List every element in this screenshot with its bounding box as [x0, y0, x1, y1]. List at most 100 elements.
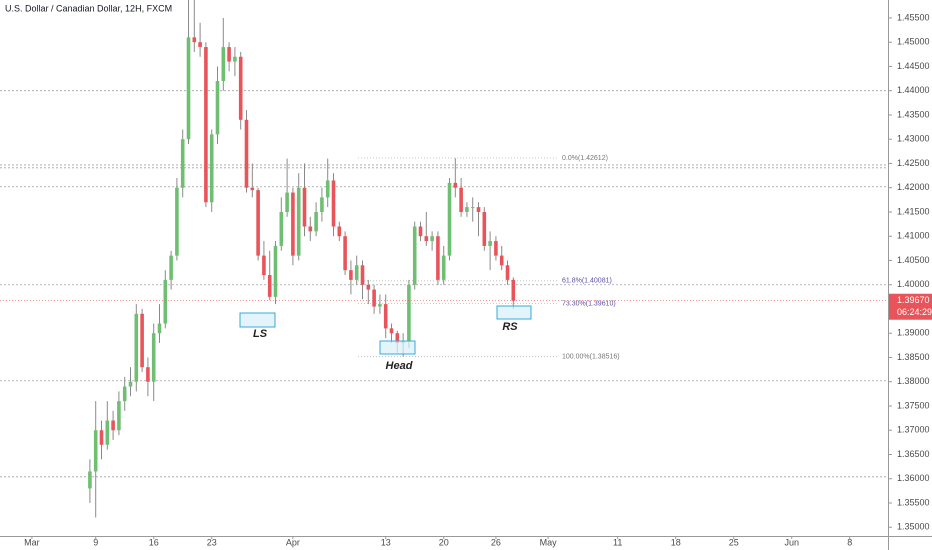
- candle-body: [128, 381, 133, 387]
- candle-body: [105, 420, 110, 445]
- candle-body: [279, 211, 284, 246]
- candle-body: [459, 187, 463, 212]
- candle-body: [407, 284, 411, 341]
- y-tick-label: 1.44500: [897, 61, 930, 71]
- candle-body: [151, 333, 156, 382]
- candle-body: [488, 241, 492, 246]
- candle-body: [215, 81, 220, 135]
- y-tick-label: 1.44000: [897, 85, 930, 95]
- candle-body: [482, 211, 487, 246]
- ls-box: [239, 312, 276, 328]
- annotation: Head: [386, 360, 413, 372]
- candle-body: [262, 255, 266, 276]
- candle-body: [360, 265, 365, 285]
- candle-body: [256, 190, 260, 256]
- candle-body: [227, 47, 231, 62]
- candle-body: [470, 207, 475, 209]
- x-tick-label: 23: [207, 537, 217, 547]
- candle-body: [349, 270, 353, 280]
- candles: [88, 0, 516, 518]
- candle-body: [169, 255, 173, 280]
- annotation: LS: [253, 328, 268, 340]
- last-price-box: [889, 293, 932, 320]
- fib-label: 73.30%(1.39610): [562, 300, 616, 307]
- candle-body: [250, 187, 255, 191]
- candle-body: [296, 187, 301, 256]
- x-tick-label: 13: [381, 537, 391, 547]
- candle-body: [424, 236, 429, 242]
- candle-body: [465, 207, 469, 212]
- candle-body: [285, 192, 289, 212]
- y-tick-label: 1.42500: [897, 158, 930, 168]
- candle-body: [233, 56, 237, 62]
- candle-body: [221, 47, 226, 82]
- candle-body: [511, 279, 516, 301]
- x-tick-label: 25: [729, 537, 739, 547]
- candle-body: [186, 37, 191, 140]
- candle-body: [499, 255, 504, 266]
- y-tick-label: 1.45500: [897, 12, 930, 22]
- y-tick-label: 1.35500: [897, 497, 930, 507]
- y-tick-label: 1.40000: [897, 279, 930, 289]
- candle-body: [267, 275, 272, 297]
- candle-body: [436, 236, 440, 280]
- candle-body: [325, 180, 330, 198]
- candle-body: [93, 430, 98, 472]
- candle-body: [88, 471, 92, 489]
- candle-body: [331, 180, 336, 227]
- candle-body: [308, 226, 313, 232]
- candle-body: [395, 333, 400, 343]
- y-tick-label: 1.37000: [897, 425, 930, 435]
- chart-title: U.S. Dollar / Canadian Dollar, 12H, FXCM: [5, 3, 172, 13]
- candle-body: [372, 289, 376, 307]
- countdown-label: 06:24:29: [897, 307, 932, 317]
- y-tick-label: 1.45000: [897, 37, 930, 47]
- y-tick-label: 1.36000: [897, 473, 930, 483]
- candle-body: [337, 226, 342, 237]
- fib-label: 61.8%(1.40081): [562, 278, 612, 285]
- candle-body: [314, 211, 318, 232]
- candle-body: [412, 226, 417, 285]
- y-tick-label: 1.37500: [897, 400, 930, 410]
- candle-body: [418, 226, 423, 237]
- y-tick-label: 1.43000: [897, 134, 930, 144]
- candle-body: [157, 323, 162, 334]
- candle-body: [389, 328, 394, 334]
- candle-body: [146, 367, 150, 382]
- candle-body: [192, 37, 197, 43]
- candle-body: [134, 313, 139, 382]
- y-tick-label: 1.38500: [897, 352, 930, 362]
- x-tick-label: 26: [491, 537, 501, 547]
- x-tick-label: 20: [439, 537, 449, 547]
- candle-body: [343, 236, 347, 271]
- x-tick-label: Jun: [784, 537, 799, 547]
- candle-body: [378, 304, 382, 307]
- x-tick-label: 8: [847, 537, 852, 547]
- candle-body: [175, 187, 179, 256]
- fib-label: 0.0%(1.42612): [562, 155, 608, 162]
- candle-body: [302, 187, 307, 227]
- candle-body: [453, 182, 458, 188]
- candle-body: [238, 56, 243, 120]
- candle-body: [198, 42, 202, 48]
- y-tick-label: 1.41000: [897, 231, 930, 241]
- x-tick-label: Apr: [286, 537, 300, 547]
- y-tick-label: 1.40500: [897, 255, 930, 265]
- candle-body: [273, 245, 278, 297]
- candle-body: [505, 265, 510, 280]
- candle-body: [111, 420, 115, 431]
- candle-body: [244, 119, 249, 188]
- y-tick-label: 1.38000: [897, 376, 930, 386]
- candle-body: [476, 207, 481, 212]
- last-price-label: 1.39670: [897, 295, 930, 305]
- candle-body: [441, 255, 446, 280]
- x-tick-label: Mar: [24, 537, 40, 547]
- x-tick-label: May: [540, 537, 558, 547]
- candle-body: [494, 241, 498, 256]
- x-tick-label: 9: [93, 537, 98, 547]
- x-tick-label: 11: [613, 537, 622, 547]
- rs-box: [496, 305, 532, 320]
- candle-body: [204, 47, 208, 203]
